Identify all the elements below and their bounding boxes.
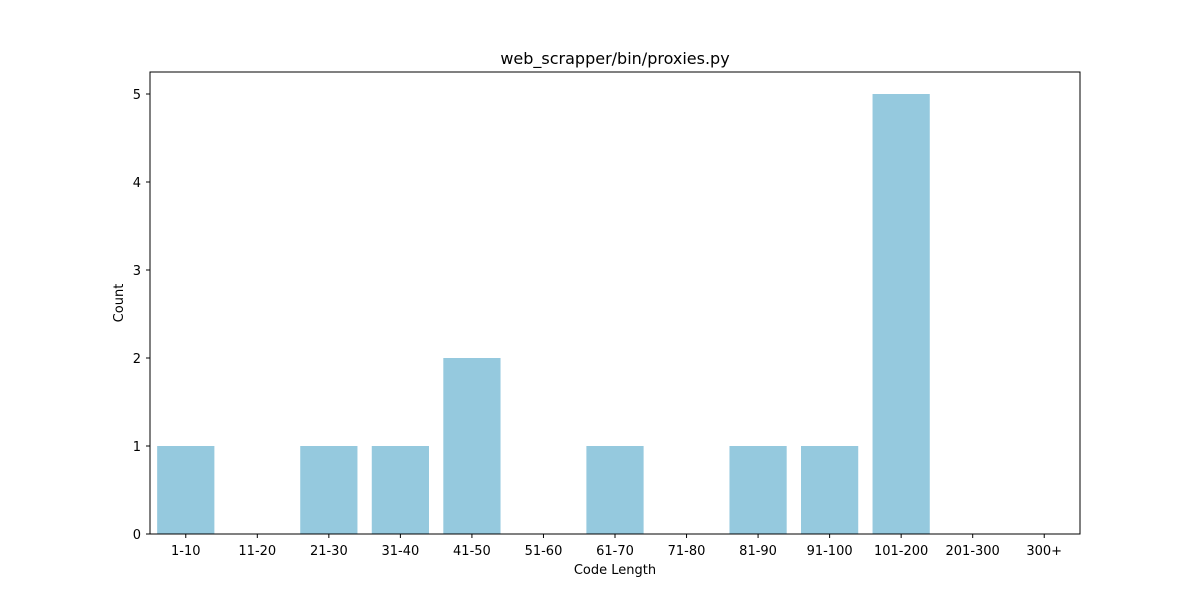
y-tick-label: 0 bbox=[133, 528, 141, 543]
y-tick-label: 5 bbox=[133, 88, 141, 103]
x-tick-label: 1-10 bbox=[171, 544, 201, 559]
bar-21-30 bbox=[300, 446, 358, 534]
x-tick-label: 21-30 bbox=[310, 544, 348, 559]
bar-101-200 bbox=[872, 94, 930, 534]
bar-81-90 bbox=[729, 446, 787, 534]
x-tick-label: 101-200 bbox=[874, 544, 928, 559]
bar-41-50 bbox=[443, 358, 501, 534]
y-axis-ticks: 0 1 2 3 4 5 bbox=[133, 88, 150, 543]
bar-91-100 bbox=[801, 446, 859, 534]
bar-1-10 bbox=[157, 446, 215, 534]
x-tick-label: 61-70 bbox=[596, 544, 634, 559]
plot-frame bbox=[149, 71, 1081, 535]
x-tick-label: 81-90 bbox=[739, 544, 777, 559]
x-tick-label: 51-60 bbox=[525, 544, 563, 559]
y-axis-label: Count bbox=[112, 284, 127, 323]
bars-group bbox=[157, 94, 930, 534]
x-tick-label: 300+ bbox=[1026, 544, 1062, 559]
x-axis-ticks: 1-10 11-20 21-30 31-40 41-50 51-60 61-70 71-80 8… bbox=[171, 534, 1062, 559]
y-tick-label: 3 bbox=[133, 264, 141, 279]
x-tick-label: 91-100 bbox=[807, 544, 853, 559]
x-axis-label: Code Length bbox=[574, 563, 656, 578]
x-tick-label: 71-80 bbox=[668, 544, 706, 559]
x-tick-label: 201-300 bbox=[946, 544, 1000, 559]
y-tick-label: 2 bbox=[133, 352, 141, 367]
x-tick-label: 41-50 bbox=[453, 544, 491, 559]
x-tick-label: 11-20 bbox=[238, 544, 276, 559]
bar-31-40 bbox=[371, 446, 429, 534]
y-tick-label: 4 bbox=[133, 176, 141, 191]
chart-title: web_scrapper/bin/proxies.py bbox=[500, 49, 729, 69]
y-tick-label: 1 bbox=[133, 440, 141, 455]
bar-61-70 bbox=[586, 446, 644, 534]
x-tick-label: 31-40 bbox=[381, 544, 419, 559]
